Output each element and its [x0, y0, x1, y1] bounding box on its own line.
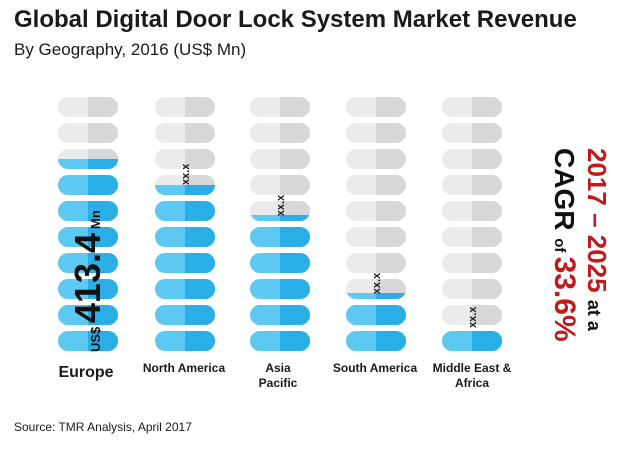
pill-segment	[58, 227, 118, 247]
pill-column	[58, 97, 118, 351]
pill-segment	[58, 331, 118, 351]
pill-segment	[346, 175, 406, 195]
pill-segment	[442, 305, 502, 325]
category-label: Asia	[265, 361, 291, 375]
pill-segment	[250, 279, 310, 299]
pill-column	[346, 97, 406, 351]
cagr-value-text: CAGR of 33.6%	[548, 148, 581, 342]
chart-subtitle: By Geography, 2016 (US$ Mn)	[14, 40, 247, 59]
pill-segment	[58, 175, 118, 195]
pill-segment	[442, 97, 502, 117]
pill-columns	[58, 97, 502, 351]
pill-segment	[155, 201, 215, 221]
pill-segment	[58, 279, 118, 299]
pill-segment	[346, 149, 406, 169]
pill-segment	[346, 331, 406, 351]
pill-segment	[442, 331, 502, 351]
pill-segment	[442, 123, 502, 143]
category-label: South America	[333, 361, 418, 375]
value-labels: xx.x xx.x xx.x xx.x	[180, 163, 479, 328]
value-label: xx.x	[275, 194, 287, 216]
pill-segment	[442, 279, 502, 299]
pill-segment	[442, 201, 502, 221]
pill-segment	[58, 305, 118, 325]
europe-value-label: US$ 413.4Mn	[67, 210, 108, 352]
value-label: xx.x	[180, 163, 192, 185]
pill-segment	[250, 331, 310, 351]
pill-column	[250, 97, 310, 351]
pill-segment	[346, 123, 406, 143]
chart-title: Global Digital Door Lock System Market R…	[14, 6, 577, 33]
pill-segment	[346, 305, 406, 325]
pill-segment	[155, 331, 215, 351]
category-label: Europe	[58, 364, 113, 381]
pill-segment	[250, 253, 310, 273]
pill-segment	[155, 175, 215, 195]
pill-segment	[250, 175, 310, 195]
pill-segment	[58, 201, 118, 221]
pill-segment	[155, 149, 215, 169]
pill-segment	[250, 149, 310, 169]
value-label: xx.x	[371, 272, 383, 294]
pill-segment	[250, 97, 310, 117]
pill-segment	[442, 253, 502, 273]
cagr-period-text: 2017 – 2025 at a	[582, 148, 612, 332]
pill-segment	[346, 201, 406, 221]
pill-segment	[250, 305, 310, 325]
pill-segment	[346, 97, 406, 117]
pill-column	[155, 97, 215, 351]
pill-segment	[155, 305, 215, 325]
pill-segment	[155, 123, 215, 143]
pill-segment	[442, 227, 502, 247]
pill-segment	[155, 227, 215, 247]
pill-segment	[58, 149, 118, 169]
pill-segment	[155, 253, 215, 273]
category-label: Pacific	[259, 376, 298, 390]
pill-segment	[58, 97, 118, 117]
pill-segment	[155, 279, 215, 299]
pill-segment	[346, 279, 406, 299]
pill-column	[442, 97, 502, 351]
value-label: xx.x	[467, 306, 479, 328]
pill-segment	[250, 201, 310, 221]
pill-segment	[58, 123, 118, 143]
source-note: Source: TMR Analysis, April 2017	[14, 420, 192, 434]
pill-segment	[442, 175, 502, 195]
pill-segment	[155, 97, 215, 117]
europe-value-text: US$ 413.4Mn	[67, 210, 108, 352]
pill-segment	[250, 123, 310, 143]
category-label: Middle East &	[433, 361, 512, 375]
pill-segment	[346, 253, 406, 273]
category-label: North America	[143, 361, 226, 375]
category-label: Africa	[455, 376, 489, 390]
pill-segment	[442, 149, 502, 169]
pill-segment	[58, 253, 118, 273]
pill-segment	[346, 227, 406, 247]
pill-segment	[250, 227, 310, 247]
